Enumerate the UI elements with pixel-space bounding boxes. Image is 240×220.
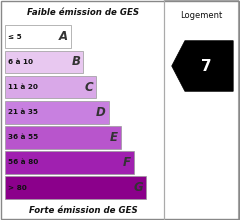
Bar: [5, 176, 146, 199]
Polygon shape: [172, 41, 233, 91]
Text: 21 à 35: 21 à 35: [8, 109, 38, 115]
Bar: [5, 151, 134, 174]
Text: 11 à 20: 11 à 20: [8, 84, 38, 90]
Text: > 80: > 80: [8, 185, 27, 191]
Text: A: A: [59, 30, 68, 43]
Text: E: E: [110, 131, 118, 144]
Text: 36 à 55: 36 à 55: [8, 134, 38, 140]
Text: 6 à 10: 6 à 10: [8, 59, 33, 65]
Text: B: B: [71, 55, 80, 68]
Text: Forte émission de GES: Forte émission de GES: [29, 206, 138, 214]
Text: F: F: [123, 156, 131, 169]
Bar: [5, 51, 84, 73]
Text: ≤ 5: ≤ 5: [8, 34, 22, 40]
Text: 56 à 80: 56 à 80: [8, 160, 38, 165]
Bar: [5, 101, 108, 123]
Text: D: D: [96, 106, 105, 119]
Bar: [5, 126, 121, 149]
Text: Faible émission de GES: Faible émission de GES: [27, 8, 139, 16]
Text: Logement: Logement: [180, 11, 222, 20]
Bar: [5, 26, 71, 48]
Bar: [5, 76, 96, 98]
Text: 7: 7: [201, 59, 211, 73]
Text: C: C: [84, 81, 93, 94]
Text: G: G: [133, 181, 143, 194]
